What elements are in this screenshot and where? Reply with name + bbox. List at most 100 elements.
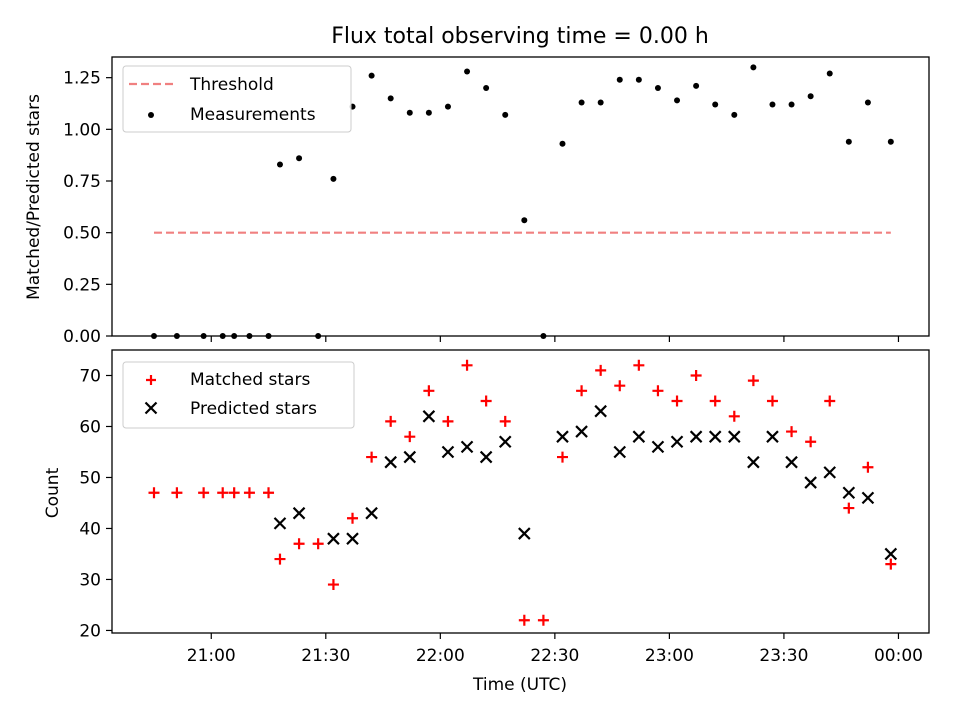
predicted-star-point xyxy=(613,445,627,459)
matched-star-point xyxy=(805,436,817,448)
legend-measurements-swatch xyxy=(148,112,154,118)
ratio-x-ticks xyxy=(210,336,900,342)
count-y-tick-label: 50 xyxy=(79,468,101,488)
measurement-point xyxy=(616,76,623,83)
ratio-y-tick-label: 1.25 xyxy=(63,69,101,89)
predicted-star-point xyxy=(747,455,760,469)
chart-title: Flux total observing time = 0.00 h xyxy=(331,24,709,49)
count-axes-frame xyxy=(111,349,930,634)
predicted-star-point xyxy=(651,440,665,454)
measurement-point xyxy=(464,68,471,75)
ratio-y-tick-label: 0.50 xyxy=(63,224,101,244)
time-x-axis-label: Time (UTC) xyxy=(472,675,567,695)
matched-star-point xyxy=(576,385,588,397)
matched-star-point xyxy=(480,395,492,407)
count-y-axis-label: Count xyxy=(43,467,63,518)
measurement-point xyxy=(826,70,833,77)
measurement-point xyxy=(406,109,413,116)
predicted-star-point xyxy=(884,547,898,561)
ratio-y-ticks: 0.00 0.25 0.50 0.75 1.00 1.25 xyxy=(63,69,112,347)
matched-star-point xyxy=(885,558,897,570)
count-x-ticks: 21:00 21:30 22:00 22:30 23:00 23:30 00:00 xyxy=(187,633,923,666)
count-y-tick-label: 30 xyxy=(79,570,101,590)
matched-star-point xyxy=(862,461,874,473)
count-y-tick-label: 40 xyxy=(79,519,101,539)
predicted-star-point xyxy=(632,430,646,443)
ratio-axes-frame xyxy=(111,56,930,337)
predicted-star-point xyxy=(842,486,856,500)
matched-star-point xyxy=(385,415,397,427)
matched-star-point xyxy=(728,410,740,422)
measurement-point xyxy=(330,175,337,182)
matched-star-point xyxy=(518,614,530,626)
count-x-tick-label: 22:30 xyxy=(530,646,579,666)
measurement-point xyxy=(712,101,719,108)
count-x-tick-label: 21:30 xyxy=(301,646,350,666)
measurement-point xyxy=(674,97,681,104)
predicted-star-point xyxy=(403,450,417,464)
ratio-y-tick-label: 1.00 xyxy=(63,120,101,140)
ratio-legend: Threshold Measurements xyxy=(122,65,352,133)
predicted-star-point xyxy=(384,455,397,469)
count-y-tick-label: 20 xyxy=(79,621,101,641)
predicted-star-point xyxy=(785,455,798,469)
measurement-point xyxy=(597,99,604,106)
matched-star-point xyxy=(228,487,240,499)
predicted-star-point xyxy=(498,435,512,449)
measurement-point xyxy=(521,217,528,224)
predicted-star-point xyxy=(518,527,531,540)
count-plot-area xyxy=(148,359,898,626)
predicted-star-point xyxy=(365,506,378,520)
measurement-point xyxy=(276,161,283,168)
predicted-star-point xyxy=(441,445,455,459)
predicted-star-point xyxy=(766,430,779,443)
measurement-point xyxy=(425,109,432,116)
count-legend-box xyxy=(122,361,355,429)
matched-star-point xyxy=(366,451,378,463)
count-panel: Count Time (UTC) 20 30 40 50 60 70 21:00 21:30… xyxy=(43,349,930,695)
count-x-tick-label: 21:00 xyxy=(187,646,236,666)
ratio-panel: Flux total observing time = 0.00 h Match… xyxy=(24,24,930,347)
predicted-star-point xyxy=(823,466,837,479)
matched-star-point xyxy=(243,487,255,499)
ratio-y-tick-label: 0.25 xyxy=(63,275,101,295)
measurement-point xyxy=(807,93,814,100)
matched-star-point xyxy=(198,487,210,499)
predicted-star-point xyxy=(346,532,359,545)
ratio-y-axis-label: Matched/Predicted stars xyxy=(24,94,44,300)
measurement-point xyxy=(502,111,509,118)
measurement-point xyxy=(578,99,585,106)
predicted-star-point xyxy=(670,435,684,449)
measurement-point xyxy=(845,138,852,145)
predicted-star-point xyxy=(556,430,569,443)
count-y-tick-label: 70 xyxy=(79,366,101,386)
measurement-point xyxy=(444,103,451,110)
matched-star-point xyxy=(327,579,339,591)
predicted-star-point xyxy=(861,491,875,505)
legend-matched-label: Matched stars xyxy=(190,370,310,390)
measurement-point xyxy=(788,101,795,108)
matched-star-point xyxy=(843,502,855,514)
ratio-y-tick-label: 0.00 xyxy=(63,327,101,347)
count-x-tick-label: 23:30 xyxy=(759,646,808,666)
measurement-point xyxy=(559,140,566,147)
matched-star-point xyxy=(709,395,721,407)
matched-star-point xyxy=(312,538,324,550)
matched-star-point xyxy=(404,431,416,443)
matched-star-point xyxy=(217,487,229,499)
ratio-plot-area xyxy=(150,64,894,339)
count-y-ticks: 20 30 40 50 60 70 xyxy=(79,366,112,641)
matched-star-point xyxy=(148,487,160,499)
count-x-tick-label: 22:00 xyxy=(416,646,465,666)
legend-predicted-label: Predicted stars xyxy=(190,399,317,419)
matched-star-point xyxy=(614,380,626,392)
matched-star-point xyxy=(347,512,359,524)
matched-star-point xyxy=(824,395,836,407)
matched-star-point xyxy=(690,369,702,381)
count-x-tick-label: 23:00 xyxy=(645,646,694,666)
ratio-legend-box xyxy=(122,65,352,133)
matched-star-point xyxy=(537,614,549,626)
matched-star-point xyxy=(747,375,759,387)
measurement-point xyxy=(296,155,303,162)
